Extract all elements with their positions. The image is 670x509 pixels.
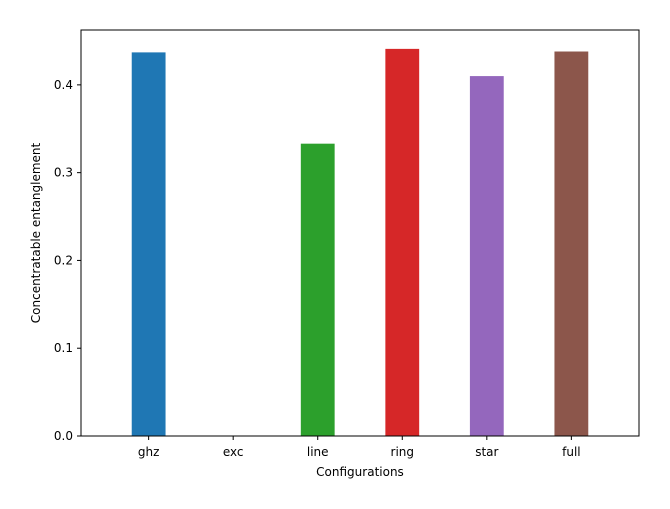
y-axis-ticks: 0.0 0.1 0.2 0.3 0.4 (54, 78, 81, 443)
y-tick-label: 0.2 (54, 253, 73, 267)
bar-ghz (131, 52, 166, 437)
x-tick-label-exc: exc (223, 445, 244, 459)
bar-line (300, 143, 335, 436)
y-tick-label: 0.1 (54, 341, 73, 355)
x-tick-label-star: star (475, 445, 498, 459)
x-axis-ticks: ghz exc line ring star full (138, 436, 581, 459)
x-tick-label-full: full (562, 445, 581, 459)
bar-full (554, 51, 589, 437)
x-tick-label-ring: ring (391, 445, 415, 459)
y-axis-label: Concentratable entanglement (29, 142, 43, 323)
y-tick-label: 0.4 (54, 78, 73, 92)
plot-frame (80, 29, 640, 437)
y-tick-label: 0.0 (54, 429, 73, 443)
x-tick-label-ghz: ghz (138, 445, 160, 459)
bars-group (131, 48, 589, 437)
bar-ring (385, 48, 420, 437)
bar-star (469, 76, 504, 436)
x-axis-label: Configurations (316, 465, 404, 479)
y-tick-label: 0.3 (54, 166, 73, 180)
x-tick-label-line: line (307, 445, 329, 459)
